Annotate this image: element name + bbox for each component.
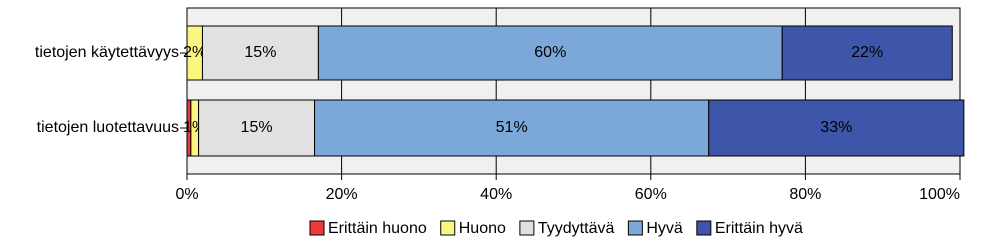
legend-label: Huono — [459, 220, 506, 237]
data-label: 22% — [851, 44, 883, 61]
data-label: 60% — [534, 44, 566, 61]
bar-segment — [708, 99, 965, 157]
data-label: 15% — [244, 44, 276, 61]
y-tick-label: tietojen käytettävyys — [35, 44, 179, 61]
legend-label: Erittäin hyvä — [715, 220, 803, 237]
bar-segment — [314, 99, 710, 157]
x-tick-label: 60% — [635, 186, 667, 203]
legend-swatch — [627, 220, 643, 236]
x-tick-label: 0% — [175, 186, 198, 203]
bar-segment — [781, 25, 953, 81]
legend-swatch — [519, 220, 535, 236]
x-tick-label: 20% — [326, 186, 358, 203]
legend-label: Hyvä — [646, 220, 683, 237]
data-label: 2% — [183, 44, 206, 61]
x-tick-label: 40% — [480, 186, 512, 203]
x-tick-label: 80% — [789, 186, 821, 203]
bar-segment — [198, 99, 316, 157]
data-label: 15% — [241, 119, 273, 136]
legend-swatch — [309, 220, 325, 236]
x-tick-label: 100% — [919, 186, 960, 203]
legend-label: Erittäin huono — [328, 220, 427, 237]
y-tick-label: tietojen luotettavuus — [37, 119, 179, 136]
bar-segment — [201, 25, 319, 81]
data-label: 51% — [496, 119, 528, 136]
legend-swatch — [696, 220, 712, 236]
data-label: 33% — [820, 119, 852, 136]
legend-swatch — [440, 220, 456, 236]
legend-label: Tyydyttävä — [538, 220, 615, 237]
bar-segment — [317, 25, 783, 81]
